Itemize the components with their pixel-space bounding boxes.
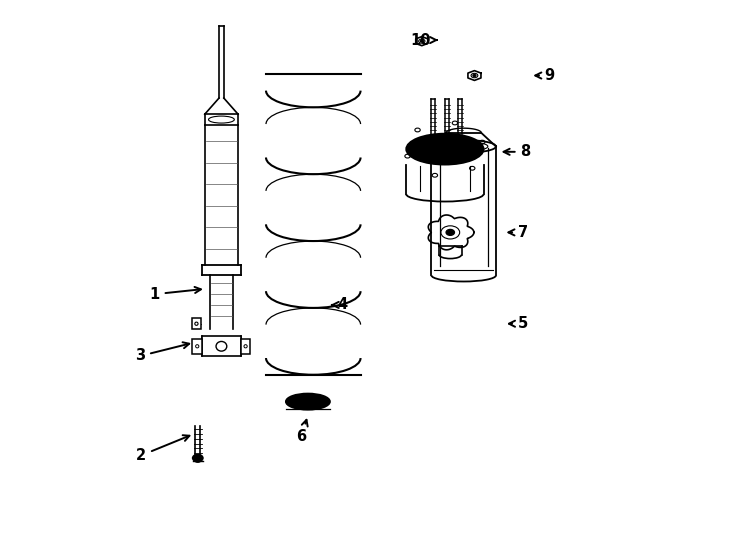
Ellipse shape	[406, 134, 484, 165]
Ellipse shape	[304, 399, 312, 404]
Text: 3: 3	[135, 342, 189, 363]
Bar	[241, 339, 250, 354]
Bar	[192, 319, 201, 329]
Text: 8: 8	[504, 144, 531, 159]
Text: 6: 6	[297, 420, 308, 444]
Text: 2: 2	[137, 435, 189, 463]
Text: 5: 5	[509, 316, 528, 331]
Text: 7: 7	[509, 225, 528, 240]
Ellipse shape	[446, 230, 454, 235]
Ellipse shape	[473, 75, 476, 77]
Text: 4: 4	[332, 298, 348, 313]
Polygon shape	[468, 71, 481, 80]
Ellipse shape	[286, 394, 330, 410]
Bar	[202, 336, 241, 356]
Text: 9: 9	[535, 68, 555, 83]
Ellipse shape	[192, 455, 203, 462]
Text: 1: 1	[150, 287, 201, 302]
Polygon shape	[415, 37, 428, 46]
Ellipse shape	[441, 147, 448, 152]
Ellipse shape	[421, 40, 424, 42]
Bar	[192, 339, 202, 354]
Text: 10: 10	[410, 32, 437, 48]
